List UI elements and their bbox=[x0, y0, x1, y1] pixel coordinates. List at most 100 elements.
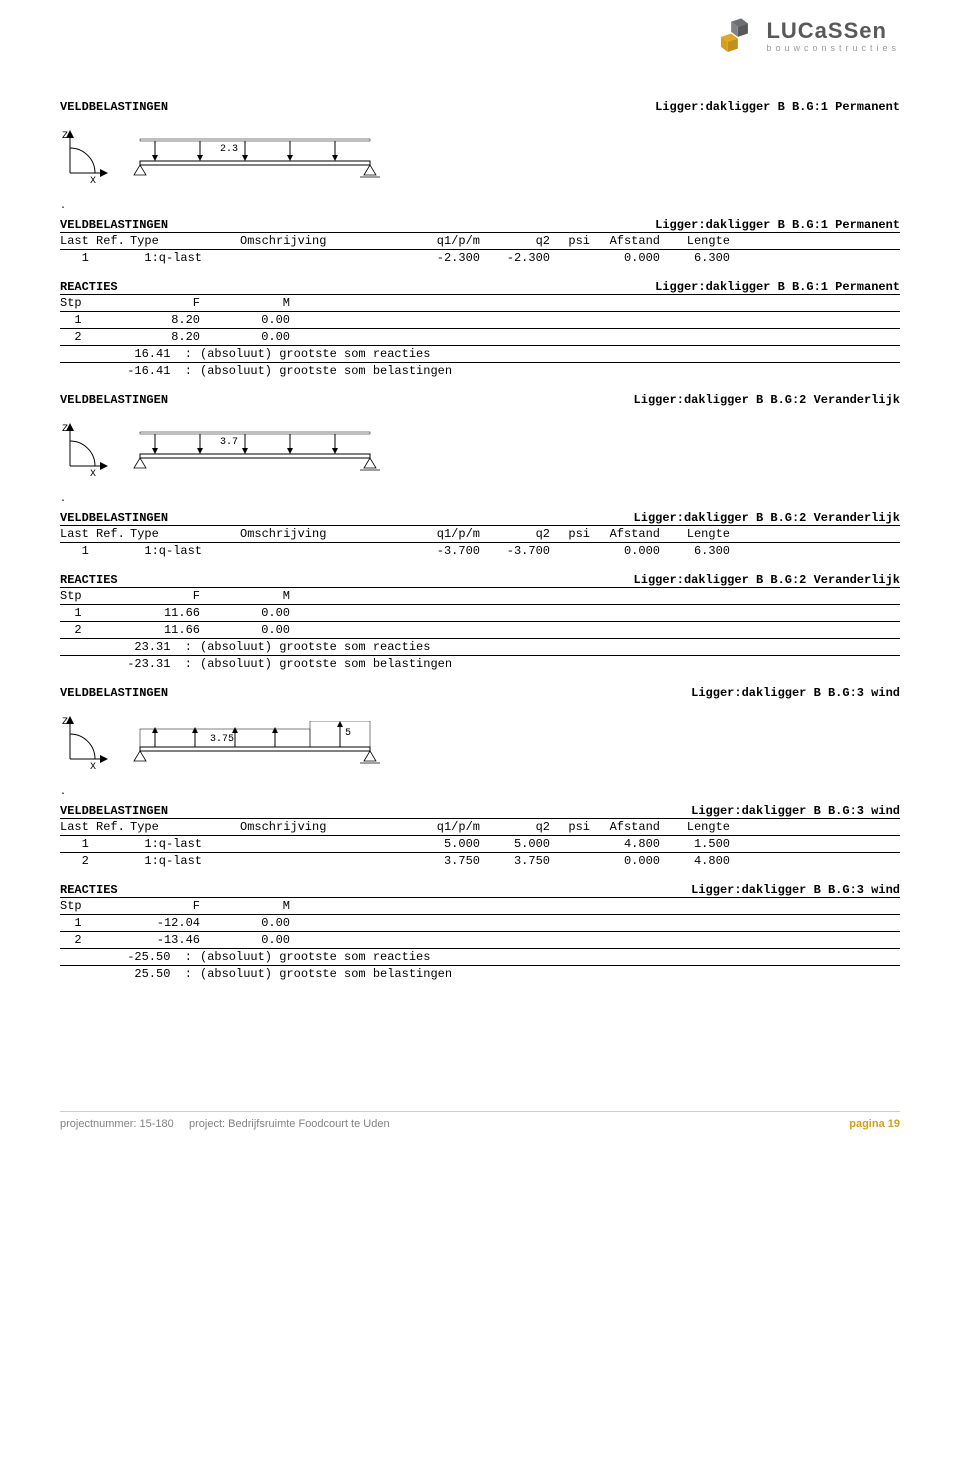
svg-text:X: X bbox=[90, 176, 96, 183]
react-title: REACTIES bbox=[60, 280, 118, 294]
col-afstand: Afstand bbox=[590, 820, 660, 834]
load-oms bbox=[240, 544, 410, 558]
axis-icon: Z X bbox=[60, 421, 110, 476]
col-stp: Stp bbox=[60, 899, 110, 913]
load-ref: 1 bbox=[60, 837, 130, 851]
load-psi bbox=[550, 854, 590, 868]
logo-subtitle: bouwconstructies bbox=[766, 44, 900, 53]
sum-label: (absoluut) grootste som reacties bbox=[200, 347, 900, 361]
section-title-right: Ligger:dakligger B B.G:1 Permanent bbox=[655, 100, 900, 114]
section-title-right: Ligger:dakligger B B.G:3 wind bbox=[691, 686, 900, 700]
col-lastref: Last Ref. bbox=[60, 234, 130, 248]
sum-label: (absoluut) grootste som belastingen bbox=[200, 967, 900, 981]
footer-page-num: 19 bbox=[888, 1118, 900, 1130]
react-title-right: Ligger:dakligger B B.G:1 Permanent bbox=[655, 280, 900, 294]
sum-value: 23.31 : bbox=[60, 640, 200, 654]
col-m: M bbox=[200, 899, 290, 913]
svg-text:X: X bbox=[90, 762, 96, 769]
load-psi bbox=[550, 837, 590, 851]
load-type: 1:q-last bbox=[130, 251, 240, 265]
react-stp: 1 bbox=[60, 606, 110, 620]
col-afstand: Afstand bbox=[590, 234, 660, 248]
footer-projnum-label: projectnummer: bbox=[60, 1118, 136, 1130]
section-title: VELDBELASTINGEN bbox=[60, 100, 168, 114]
load-oms bbox=[240, 251, 410, 265]
load-q2: -3.700 bbox=[480, 544, 550, 558]
load-len: 6.300 bbox=[660, 544, 730, 558]
col-type: Type bbox=[130, 527, 240, 541]
section-title: VELDBELASTINGEN bbox=[60, 393, 168, 407]
svg-text:3.75: 3.75 bbox=[210, 734, 234, 745]
section-title-right: Ligger:dakligger B B.G:2 Veranderlijk bbox=[634, 393, 900, 407]
col-type: Type bbox=[130, 820, 240, 834]
diagram-dot: . bbox=[60, 201, 900, 212]
load-oms bbox=[240, 854, 410, 868]
col-q1: q1/p/m bbox=[410, 234, 480, 248]
react-m: 0.00 bbox=[200, 606, 290, 620]
load-len: 4.800 bbox=[660, 854, 730, 868]
col-lengte: Lengte bbox=[660, 820, 730, 834]
load-table-title: VELDBELASTINGEN bbox=[60, 511, 168, 525]
load-q1: 3.750 bbox=[410, 854, 480, 868]
section-title: VELDBELASTINGEN bbox=[60, 686, 168, 700]
react-f: -13.46 bbox=[110, 933, 200, 947]
react-title-right: Ligger:dakligger B B.G:2 Veranderlijk bbox=[634, 573, 900, 587]
col-q1: q1/p/m bbox=[410, 527, 480, 541]
col-psi: psi bbox=[550, 820, 590, 834]
footer: projectnummer: 15-180 project: Bedrijfsr… bbox=[60, 1111, 900, 1130]
load-table-title-right: Ligger:dakligger B B.G:3 wind bbox=[691, 804, 900, 818]
sum-label: (absoluut) grootste som reacties bbox=[200, 950, 900, 964]
col-oms: Omschrijving bbox=[240, 820, 410, 834]
col-oms: Omschrijving bbox=[240, 527, 410, 541]
load-type: 1:q-last bbox=[130, 854, 240, 868]
react-m: 0.00 bbox=[200, 330, 290, 344]
sum-value: 16.41 : bbox=[60, 347, 200, 361]
beam-diagram: 3.75 5 bbox=[120, 721, 400, 769]
col-q2: q2 bbox=[480, 820, 550, 834]
beam-diagram: 3.7 bbox=[120, 428, 400, 476]
load-len: 1.500 bbox=[660, 837, 730, 851]
react-title-right: Ligger:dakligger B B.G:3 wind bbox=[691, 883, 900, 897]
beam-diagram: 2.3 bbox=[120, 135, 400, 183]
col-lastref: Last Ref. bbox=[60, 527, 130, 541]
react-m: 0.00 bbox=[200, 916, 290, 930]
load-table-title: VELDBELASTINGEN bbox=[60, 218, 168, 232]
load-afst: 4.800 bbox=[590, 837, 660, 851]
load-type: 1:q-last bbox=[130, 837, 240, 851]
col-psi: psi bbox=[550, 234, 590, 248]
col-lengte: Lengte bbox=[660, 527, 730, 541]
sum-label: (absoluut) grootste som belastingen bbox=[200, 657, 900, 671]
react-stp: 2 bbox=[60, 933, 110, 947]
col-type: Type bbox=[130, 234, 240, 248]
col-afstand: Afstand bbox=[590, 527, 660, 541]
sum-value: -25.50 : bbox=[60, 950, 200, 964]
svg-text:Z: Z bbox=[62, 717, 68, 728]
load-table-title-right: Ligger:dakligger B B.G:2 Veranderlijk bbox=[634, 511, 900, 525]
react-m: 0.00 bbox=[200, 313, 290, 327]
sum-value: 25.50 : bbox=[60, 967, 200, 981]
load-psi bbox=[550, 544, 590, 558]
col-q1: q1/p/m bbox=[410, 820, 480, 834]
load-table-title: VELDBELASTINGEN bbox=[60, 804, 168, 818]
col-lengte: Lengte bbox=[660, 234, 730, 248]
react-stp: 1 bbox=[60, 916, 110, 930]
col-q2: q2 bbox=[480, 234, 550, 248]
sum-label: (absoluut) grootste som belastingen bbox=[200, 364, 900, 378]
react-f: 8.20 bbox=[110, 313, 200, 327]
col-f: F bbox=[110, 296, 200, 310]
load-afst: 0.000 bbox=[590, 544, 660, 558]
load-afst: 0.000 bbox=[590, 854, 660, 868]
svg-text:5: 5 bbox=[345, 728, 351, 739]
sum-label: (absoluut) grootste som reacties bbox=[200, 640, 900, 654]
react-title: REACTIES bbox=[60, 883, 118, 897]
logo-name: LUCaSSen bbox=[766, 20, 900, 42]
logo: LUCaSSen bouwconstructies bbox=[716, 15, 900, 57]
svg-text:2.3: 2.3 bbox=[220, 144, 238, 155]
load-ref: 1 bbox=[60, 251, 130, 265]
react-title: REACTIES bbox=[60, 573, 118, 587]
react-stp: 2 bbox=[60, 623, 110, 637]
footer-projnum: 15-180 bbox=[139, 1118, 173, 1130]
react-stp: 2 bbox=[60, 330, 110, 344]
footer-proj: Bedrijfsruimte Foodcourt te Uden bbox=[228, 1118, 389, 1130]
load-q2: 5.000 bbox=[480, 837, 550, 851]
